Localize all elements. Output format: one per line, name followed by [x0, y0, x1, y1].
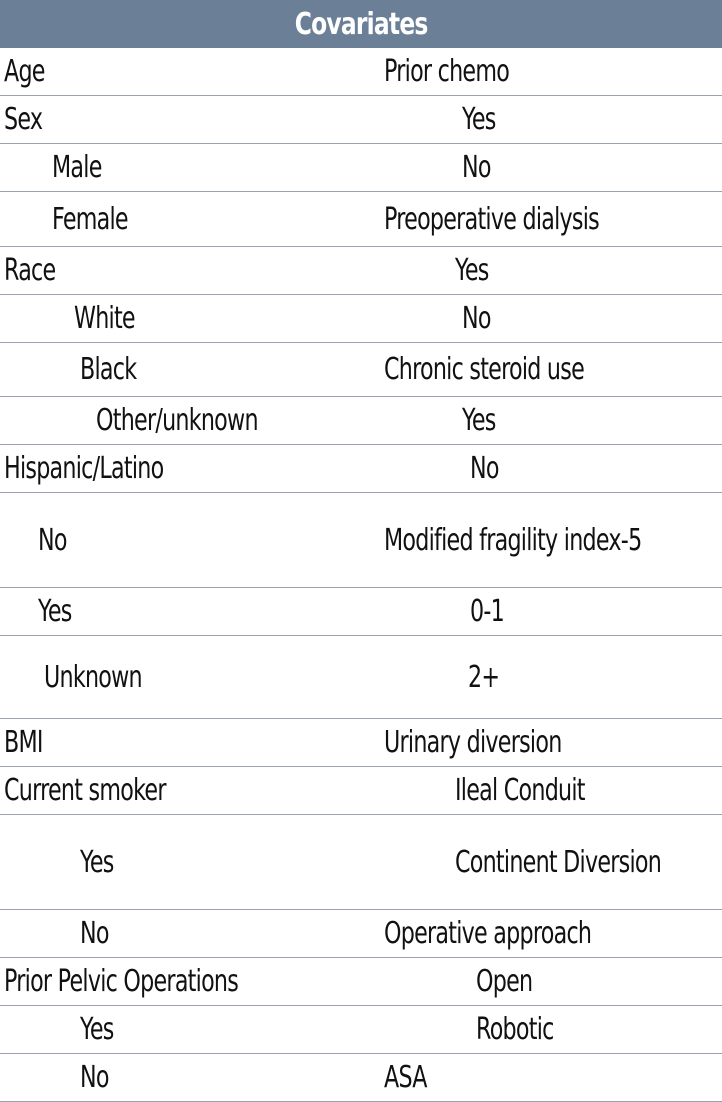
- covariate-right-label: ASA: [384, 1060, 427, 1095]
- covariate-right-label: Open: [476, 964, 533, 999]
- covariate-right-label: 2+: [468, 659, 500, 695]
- covariate-right-cell: No: [462, 144, 501, 191]
- table-row: Yes Robotic: [0, 1006, 722, 1054]
- covariate-left-cell: Age: [4, 48, 59, 95]
- covariate-left-label: No: [80, 916, 109, 951]
- covariate-left-label: Other/unknown: [96, 403, 259, 438]
- covariate-left-cell: No: [38, 493, 77, 587]
- covariate-right-label: No: [462, 301, 491, 336]
- covariate-left-label: Yes: [80, 1012, 114, 1047]
- covariate-left-cell: No: [80, 910, 119, 957]
- covariate-left-label: No: [80, 1060, 109, 1095]
- table-row: Male No: [0, 144, 722, 192]
- covariate-right-cell: Robotic: [476, 1006, 581, 1053]
- table-row: Current smoker Ileal Conduit: [0, 767, 722, 815]
- covariate-right-label: No: [470, 451, 499, 486]
- covariate-right-cell: Continent Diversion: [455, 815, 722, 909]
- covariate-left-cell: Yes: [80, 1006, 125, 1053]
- covariate-left-label: Prior Pelvic Operations: [4, 964, 239, 999]
- covariate-right-cell: Operative approach: [384, 910, 664, 957]
- covariate-right-cell: Chronic steroid use: [384, 343, 654, 396]
- table-row: Age Prior chemo: [0, 48, 722, 96]
- covariate-left-label: Female: [52, 201, 129, 237]
- table-row: Prior Pelvic Operations Open: [0, 958, 722, 1006]
- table-row: No Operative approach: [0, 910, 722, 958]
- covariate-right-label: Urinary diversion: [384, 725, 562, 760]
- covariate-right-label: Yes: [462, 102, 496, 137]
- covariate-left-label: BMI: [4, 725, 43, 760]
- covariate-left-cell: Yes: [38, 588, 83, 635]
- covariate-right-label: Ileal Conduit: [455, 773, 586, 808]
- covariate-left-cell: Current smoker: [4, 767, 223, 814]
- table-row: White No: [0, 295, 722, 343]
- table-body: Age Prior chemo Sex Yes Male No Female Preopera…: [0, 48, 722, 1102]
- covariate-left-label: Unknown: [44, 659, 143, 695]
- covariate-right-cell: Prior chemo: [384, 48, 553, 95]
- covariate-left-label: Yes: [80, 844, 114, 880]
- covariate-left-label: No: [38, 522, 67, 558]
- covariate-left-label: White: [74, 301, 136, 336]
- covariate-left-cell: Race: [4, 247, 74, 294]
- covariate-left-cell: White: [74, 295, 156, 342]
- covariate-right-label: Yes: [455, 253, 489, 288]
- table-row: Yes 0-1: [0, 588, 722, 636]
- covariate-left-cell: Hispanic/Latino: [4, 445, 219, 492]
- table-row: Other/unknown Yes: [0, 397, 722, 445]
- covariate-right-cell: Open: [476, 958, 552, 1005]
- covariate-left-label: Sex: [4, 102, 43, 137]
- table-row: BMI Urinary diversion: [0, 719, 722, 767]
- covariate-right-label: Prior chemo: [384, 54, 510, 89]
- table-row: Hispanic/Latino No: [0, 445, 722, 493]
- covariate-right-cell: 0-1: [470, 588, 516, 635]
- covariate-left-cell: Sex: [4, 96, 56, 143]
- covariate-left-cell: Black: [80, 343, 156, 396]
- covariate-left-cell: No: [80, 1054, 119, 1101]
- covariate-left-cell: BMI: [4, 719, 56, 766]
- covariate-right-label: Continent Diversion: [455, 844, 662, 880]
- covariate-left-cell: Prior Pelvic Operations: [4, 958, 320, 1005]
- covariate-right-label: Preoperative dialysis: [384, 201, 600, 237]
- covariate-right-label: Operative approach: [384, 916, 592, 951]
- covariate-left-label: Age: [4, 54, 45, 89]
- table-row: Unknown 2+: [0, 636, 722, 719]
- covariate-left-label: Black: [80, 352, 137, 387]
- covariate-right-cell: Modified fragility index-5: [384, 493, 722, 587]
- covariate-left-cell: Other/unknown: [96, 397, 315, 444]
- covariate-right-cell: Preoperative dialysis: [384, 192, 675, 246]
- table-row: Female Preoperative dialysis: [0, 192, 722, 247]
- covariate-right-label: Modified fragility index-5: [384, 522, 642, 558]
- covariate-left-label: Race: [4, 253, 56, 288]
- covariate-right-cell: ASA: [384, 1054, 442, 1101]
- covariate-right-label: No: [462, 150, 491, 185]
- covariate-right-cell: No: [462, 295, 501, 342]
- covariate-left-cell: Female: [52, 192, 154, 246]
- covariate-right-cell: Urinary diversion: [384, 719, 624, 766]
- covariate-left-label: Current smoker: [4, 773, 166, 808]
- covariate-left-cell: Male: [52, 144, 119, 191]
- table-row: Race Yes: [0, 247, 722, 295]
- covariate-right-cell: No: [470, 445, 509, 492]
- covariate-right-label: Chronic steroid use: [384, 352, 585, 387]
- table-row: Black Chronic steroid use: [0, 343, 722, 397]
- covariate-right-cell: 2+: [468, 636, 510, 718]
- covariate-left-cell: Yes: [80, 815, 125, 909]
- table-row: Yes Continent Diversion: [0, 815, 722, 910]
- table-header-label: Covariates: [294, 6, 429, 42]
- covariate-left-cell: Unknown: [44, 636, 176, 718]
- table-row: No Modified fragility index-5: [0, 493, 722, 588]
- covariate-right-cell: Ileal Conduit: [455, 767, 630, 814]
- covariate-right-cell: Yes: [455, 247, 500, 294]
- covariate-right-label: 0-1: [470, 594, 505, 629]
- covariate-right-cell: Yes: [462, 397, 507, 444]
- covariate-left-label: Hispanic/Latino: [4, 451, 164, 486]
- table-row: Sex Yes: [0, 96, 722, 144]
- covariate-right-label: Robotic: [476, 1012, 554, 1047]
- table-header: Covariates: [0, 0, 722, 48]
- covariate-left-label: Yes: [38, 594, 72, 629]
- covariate-left-label: Male: [52, 150, 102, 185]
- covariate-right-cell: Yes: [462, 96, 507, 143]
- table-row: No ASA: [0, 1054, 722, 1102]
- covariate-right-label: Yes: [462, 403, 496, 438]
